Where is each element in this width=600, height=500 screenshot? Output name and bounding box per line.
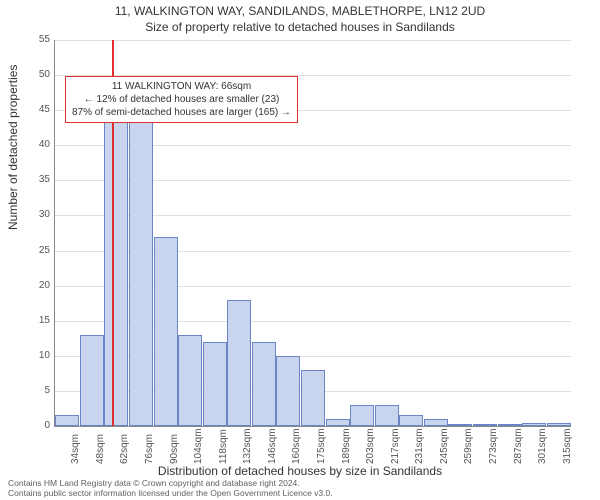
y-tick-label: 10 [20, 350, 50, 361]
annotation-line2: ← 12% of detached houses are smaller (23… [72, 93, 291, 106]
x-tick-label: 231sqm [414, 428, 425, 464]
histogram-bar [55, 415, 79, 426]
x-tick-label: 259sqm [463, 428, 474, 464]
histogram-bar [424, 419, 448, 426]
x-tick-label: 118sqm [218, 429, 229, 464]
y-axis-label: Number of detached properties [6, 65, 20, 230]
x-tick-label: 203sqm [365, 428, 376, 464]
histogram-bar [301, 370, 325, 426]
histogram-bar [399, 415, 423, 426]
y-tick-label: 20 [20, 280, 50, 291]
histogram-bar [104, 117, 128, 426]
x-tick-label: 245sqm [439, 428, 450, 464]
y-tick-label: 15 [20, 315, 50, 326]
annotation-box: 11 WALKINGTON WAY: 66sqm← 12% of detache… [65, 76, 298, 123]
x-tick-label: 104sqm [193, 428, 204, 464]
histogram-bar [252, 342, 276, 426]
y-tick-label: 45 [20, 104, 50, 115]
y-tick-label: 55 [20, 34, 50, 45]
histogram-bar [522, 423, 546, 427]
histogram-bar [154, 237, 178, 426]
histogram-bar [80, 335, 104, 426]
x-tick-label: 34sqm [70, 434, 81, 464]
y-tick-label: 5 [20, 385, 50, 396]
y-tick-label: 35 [20, 174, 50, 185]
x-tick-label: 62sqm [119, 434, 130, 464]
chart-title-line1: 11, WALKINGTON WAY, SANDILANDS, MABLETHO… [0, 4, 600, 18]
y-tick-label: 30 [20, 209, 50, 220]
x-tick-label: 90sqm [169, 434, 180, 464]
y-tick-label: 40 [20, 139, 50, 150]
histogram-bar [448, 424, 472, 426]
histogram-bar [129, 89, 153, 426]
x-axis-label: Distribution of detached houses by size … [0, 464, 600, 478]
y-tick-label: 0 [20, 420, 50, 431]
x-tick-label: 315sqm [562, 428, 573, 464]
histogram-bar [326, 419, 350, 426]
x-tick-label: 48sqm [95, 434, 106, 464]
x-tick-label: 273sqm [488, 428, 499, 464]
histogram-bar [547, 423, 571, 427]
histogram-bar [203, 342, 227, 426]
histogram-bar [350, 405, 374, 426]
x-tick-label: 76sqm [144, 434, 155, 464]
histogram-bar [498, 424, 522, 426]
footer-line1: Contains HM Land Registry data © Crown c… [8, 478, 333, 488]
chart-title-line2: Size of property relative to detached ho… [0, 20, 600, 34]
y-tick-label: 25 [20, 245, 50, 256]
y-tick-label: 50 [20, 69, 50, 80]
x-tick-label: 175sqm [316, 428, 327, 464]
x-tick-label: 217sqm [390, 428, 401, 464]
x-tick-label: 189sqm [341, 428, 352, 464]
histogram-bar [473, 424, 497, 426]
x-tick-label: 146sqm [267, 428, 278, 464]
annotation-line3: 87% of semi-detached houses are larger (… [72, 106, 291, 119]
histogram-bar [375, 405, 399, 426]
x-tick-label: 132sqm [242, 428, 253, 464]
gridline [55, 40, 571, 41]
histogram-bar [227, 300, 251, 426]
x-tick-label: 287sqm [513, 428, 524, 464]
chart-container: 11, WALKINGTON WAY, SANDILANDS, MABLETHO… [0, 0, 600, 500]
histogram-bar [276, 356, 300, 426]
x-tick-label: 301sqm [537, 428, 548, 464]
histogram-bar [178, 335, 202, 426]
plot-area: 11 WALKINGTON WAY: 66sqm← 12% of detache… [54, 40, 571, 427]
annotation-line1: 11 WALKINGTON WAY: 66sqm [72, 80, 291, 93]
footer-attribution: Contains HM Land Registry data © Crown c… [8, 478, 333, 498]
x-tick-label: 160sqm [291, 428, 302, 464]
footer-line2: Contains public sector information licen… [8, 488, 333, 498]
